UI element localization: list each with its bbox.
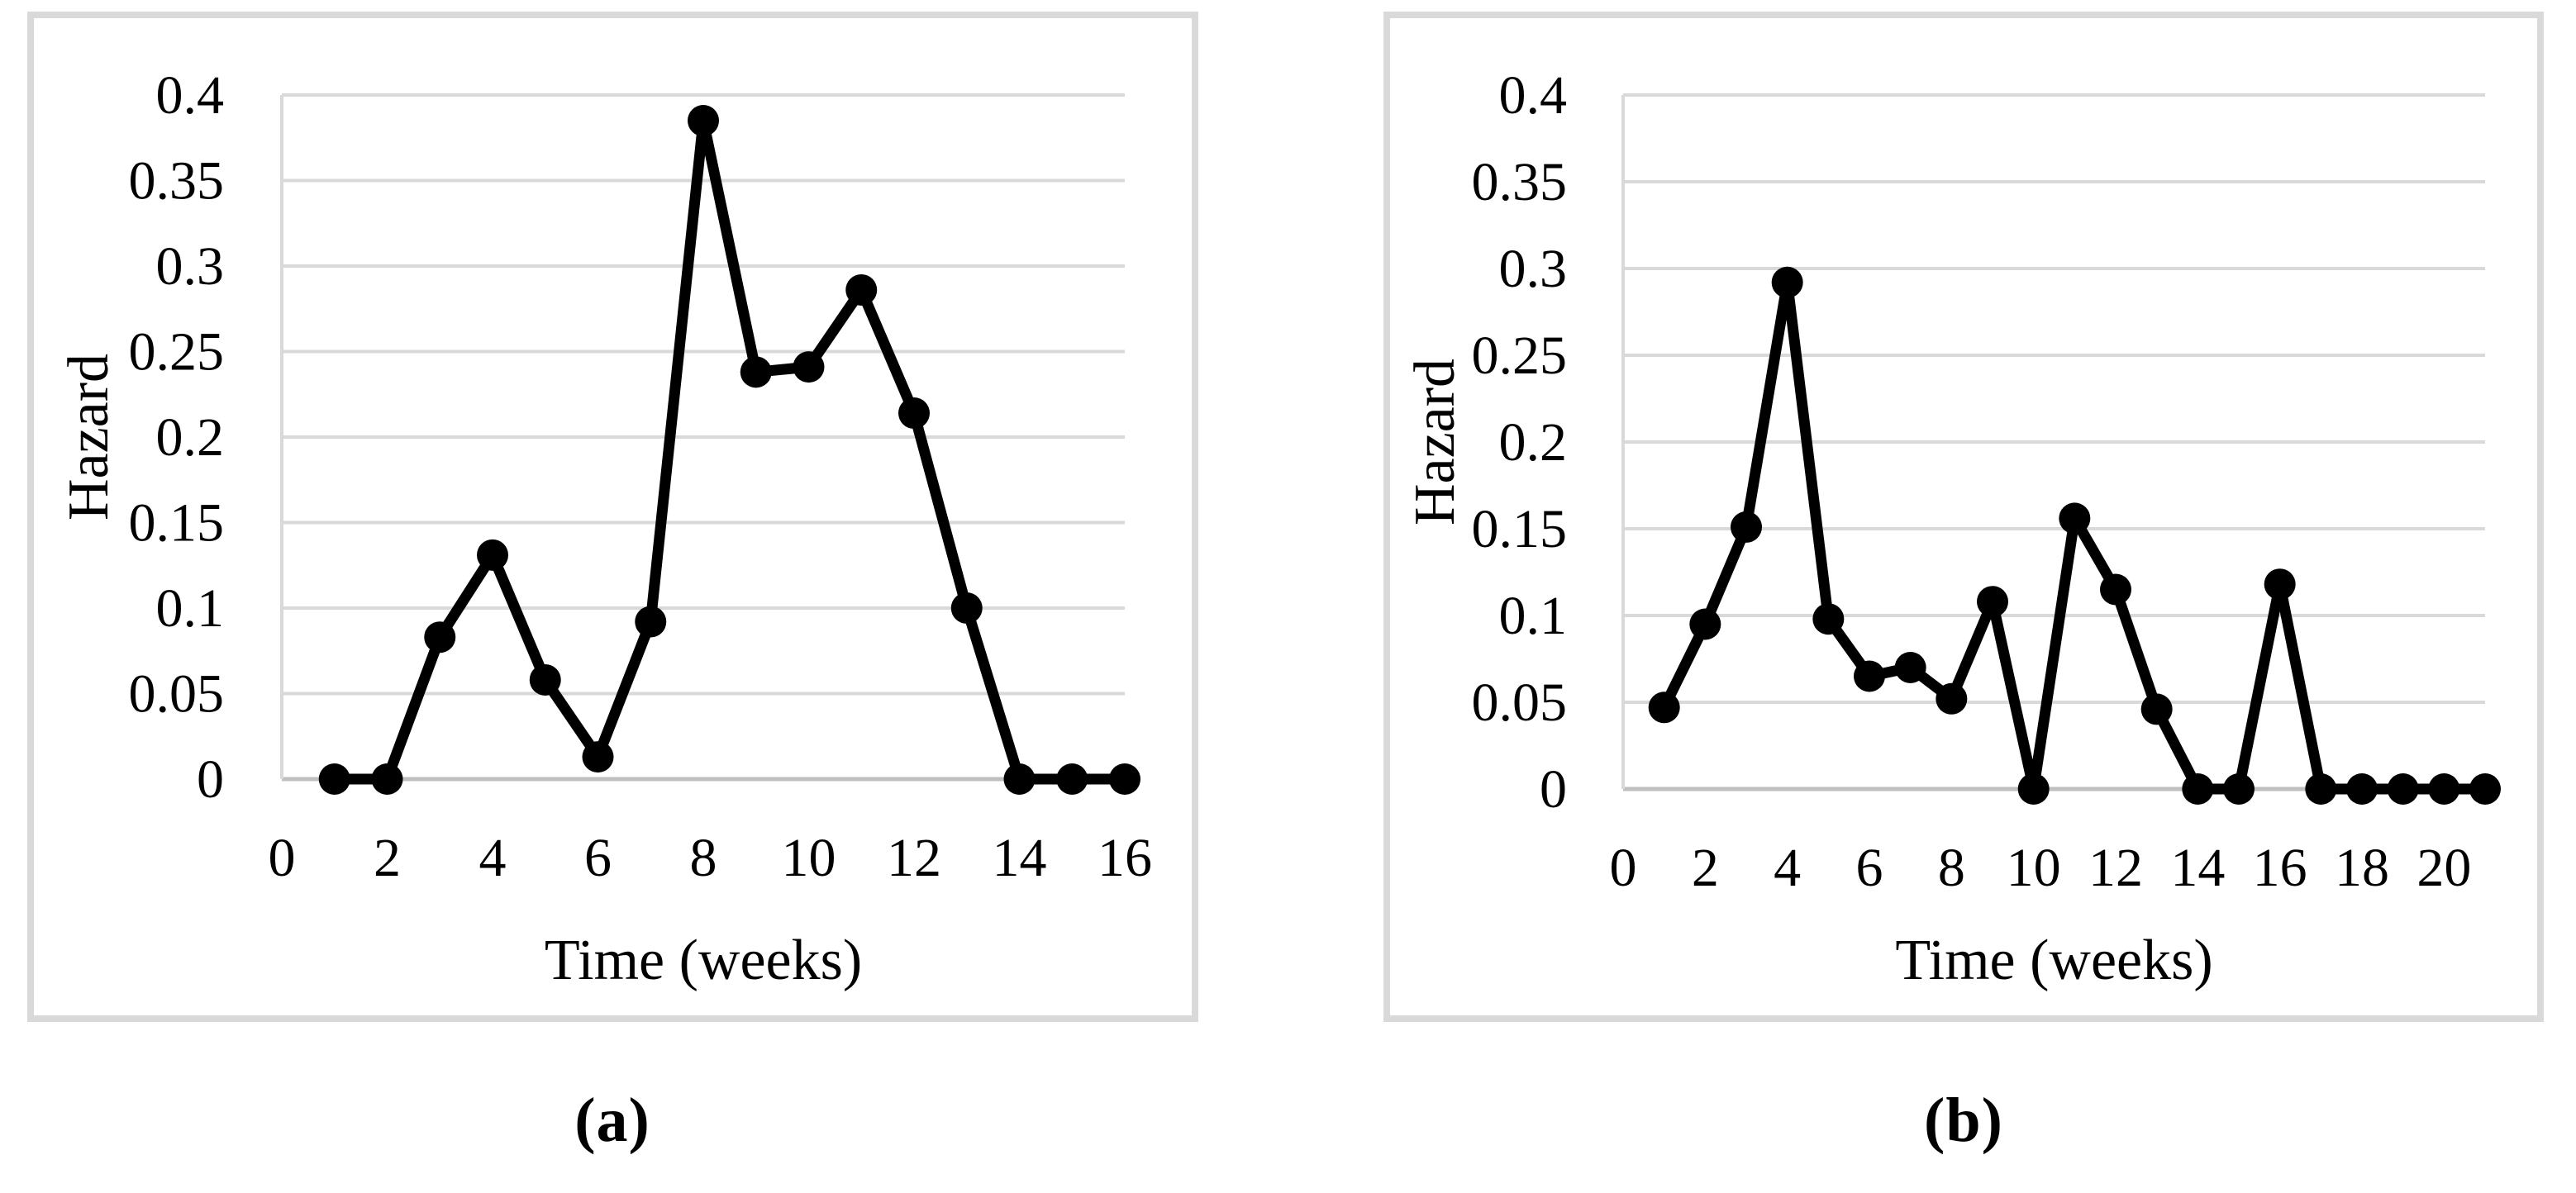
x-tick-label: 0 (269, 828, 296, 888)
data-point-marker (2182, 773, 2214, 805)
x-tick-label: 10 (782, 828, 836, 888)
data-point-marker (1648, 692, 1680, 724)
y-tick-label: 0.35 (1472, 152, 1568, 212)
hazard-line-chart-a: 0 0.05 0.1 0.15 0.2 0.25 0.3 0.35 0.4 0 2 4 6 8 10 12 14… (57, 65, 1152, 992)
data-point-marker (2346, 773, 2378, 805)
data-point-marker (1731, 511, 1762, 543)
y-tick-label: 0.15 (1472, 499, 1568, 559)
data-point-marker (635, 606, 667, 638)
y-tick-label: 0.3 (1499, 239, 1568, 299)
caption-b: (b) (1924, 1086, 2003, 1155)
x-tick-label: 2 (374, 828, 401, 888)
hazard-series-line (1659, 277, 2491, 795)
x-tick-label: 12 (2088, 838, 2143, 898)
x-tick-label: 4 (479, 828, 507, 888)
x-tick-label: 2 (1692, 838, 1719, 898)
data-point-marker (1003, 763, 1036, 795)
x-tick-label: 12 (887, 828, 941, 888)
caption-a: (a) (574, 1086, 650, 1155)
data-point-marker (2305, 773, 2337, 805)
x-tick-label: 8 (1938, 838, 1965, 898)
x-tick-label: 14 (2170, 838, 2225, 898)
y-tick-label: 0 (1540, 759, 1567, 820)
y-tick-label: 0.1 (156, 578, 225, 639)
y-tick-label: 0.2 (156, 407, 225, 468)
x-tick-label: 20 (2416, 838, 2471, 898)
data-point-marker (1812, 603, 1845, 635)
hazard-line-chart-b: 00.050.10.150.20.250.30.350.40 2 4 6 8 10 12 14… (1403, 65, 2501, 992)
x-tick-label: 16 (1098, 828, 1152, 888)
data-point-marker (688, 105, 719, 137)
data-point-marker (2469, 773, 2501, 805)
x-tick-label: 4 (1774, 838, 1801, 898)
y-tick-label: 0 (197, 749, 224, 810)
x-tick-label: 8 (690, 828, 717, 888)
x-tick-label: 10 (2007, 838, 2061, 898)
data-point-marker (1056, 763, 1088, 795)
x-tick-label: 14 (993, 828, 1047, 888)
data-point-marker (1771, 266, 1803, 298)
data-point-marker (529, 663, 561, 696)
data-point-marker (898, 397, 930, 430)
y-tick-label: 0.4 (1499, 65, 1568, 126)
y-tick-label: 0.05 (129, 664, 225, 725)
data-point-marker (2264, 568, 2296, 601)
data-point-marker (2223, 773, 2255, 805)
x-tick-label: 0 (1610, 838, 1637, 898)
data-point-marker (1854, 660, 1885, 692)
y-tick-label: 0.05 (1472, 673, 1568, 733)
chart-panel-b: 0 0.05 0.1 0.15 0.2 0.25 0.3 0.35 0.4 0 2 4 6 8 10 12 14… (1383, 12, 2544, 1022)
y-tick-label: 0.35 (129, 151, 225, 212)
data-point-marker (793, 351, 825, 383)
y-tick-label: 0.3 (156, 236, 225, 297)
y-tick-label: 0.25 (129, 322, 225, 383)
data-point-marker (582, 741, 614, 773)
data-point-marker (2059, 502, 2091, 535)
data-point-marker (1936, 682, 1968, 715)
data-point-marker (2428, 773, 2460, 805)
data-point-marker (318, 763, 350, 795)
x-tick-label: 18 (2335, 838, 2389, 898)
x-axis-title: Time (weeks) (545, 929, 862, 992)
x-tick-label: 16 (2253, 838, 2307, 898)
chart-panel-a: 0 0.05 0.1 0.15 0.2 0.25 0.3 0.35 0.4 0 2 4 6 8 10 12 14… (27, 12, 1198, 1022)
y-axis-title: Hazard (1403, 359, 1467, 525)
x-axis-title: Time (weeks) (1895, 929, 2212, 992)
data-point-marker (1689, 608, 1721, 640)
y-tick-label: 0.1 (1499, 586, 1568, 646)
data-point-marker (1894, 652, 1926, 683)
data-point-marker (2100, 573, 2131, 606)
data-point-marker (740, 356, 772, 388)
data-point-marker (371, 763, 403, 795)
data-point-marker (845, 273, 878, 306)
data-point-marker (424, 621, 456, 654)
data-point-marker (1977, 586, 2008, 618)
y-tick-label: 0.15 (129, 493, 225, 554)
data-point-marker (2140, 693, 2173, 725)
hazard-series-line (329, 115, 1131, 785)
x-tick-label: 6 (1856, 838, 1883, 898)
data-point-marker (477, 539, 508, 571)
y-tick-label: 0.25 (1472, 326, 1568, 386)
data-point-marker (2017, 773, 2050, 805)
data-point-marker (1109, 763, 1140, 795)
y-tick-label: 0.2 (1499, 412, 1568, 473)
y-axis-title: Hazard (57, 354, 121, 520)
data-point-marker (950, 592, 983, 624)
x-tick-label: 6 (584, 828, 612, 888)
y-tick-label: 0.4 (156, 65, 225, 126)
data-point-marker (2387, 773, 2419, 805)
